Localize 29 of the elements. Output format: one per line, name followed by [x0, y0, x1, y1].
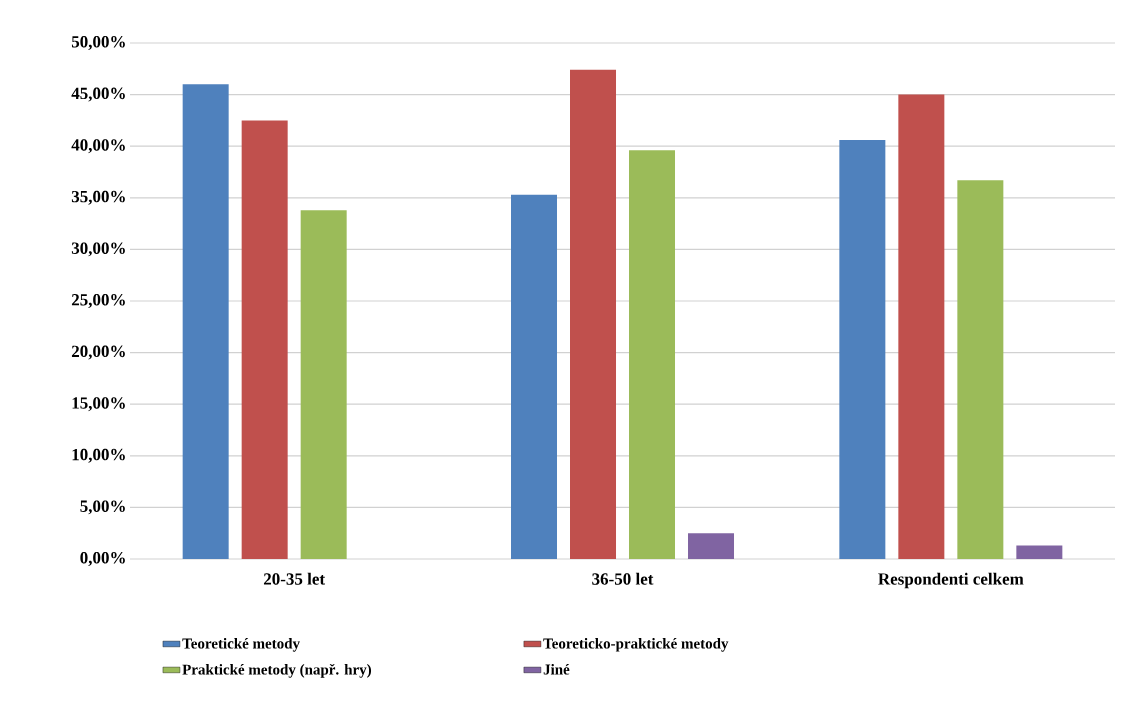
bar [241, 120, 288, 559]
legend-label: Jiné [543, 663, 570, 675]
y-tick-label: 20,00% [71, 345, 125, 360]
bar [839, 140, 886, 559]
y-tick-label: 10,00% [72, 448, 125, 463]
bar [511, 194, 557, 559]
legend-label: Praktické metody (např. hry) [182, 663, 372, 678]
bar [898, 94, 945, 559]
bar [957, 180, 1004, 559]
legend-label: Teoreticko-praktické metody [543, 638, 729, 652]
bar [300, 210, 347, 559]
y-tick-label: 5,00% [80, 500, 125, 515]
y-tick-label: 35,00% [71, 190, 125, 205]
bar [629, 150, 676, 559]
bar [182, 84, 229, 559]
bar [1016, 545, 1063, 559]
y-tick-label: 0,00% [80, 552, 125, 566]
y-tick-label: 50,00% [71, 36, 125, 50]
legend-label: Teoretické metody [182, 638, 300, 652]
bar [688, 533, 735, 559]
y-tick-label: 30,00% [71, 242, 125, 257]
y-tick-label: 25,00% [71, 294, 125, 308]
x-tick-label: Respondenti celkem [878, 572, 1024, 589]
y-tick-label: 45,00% [71, 87, 125, 102]
x-tick-label: 20-35 let [263, 572, 326, 585]
x-tick-label: 36-50 let [592, 572, 654, 585]
y-tick-label: 15,00% [72, 397, 125, 412]
bar [570, 69, 617, 559]
y-tick-label: 40,00% [71, 139, 125, 154]
